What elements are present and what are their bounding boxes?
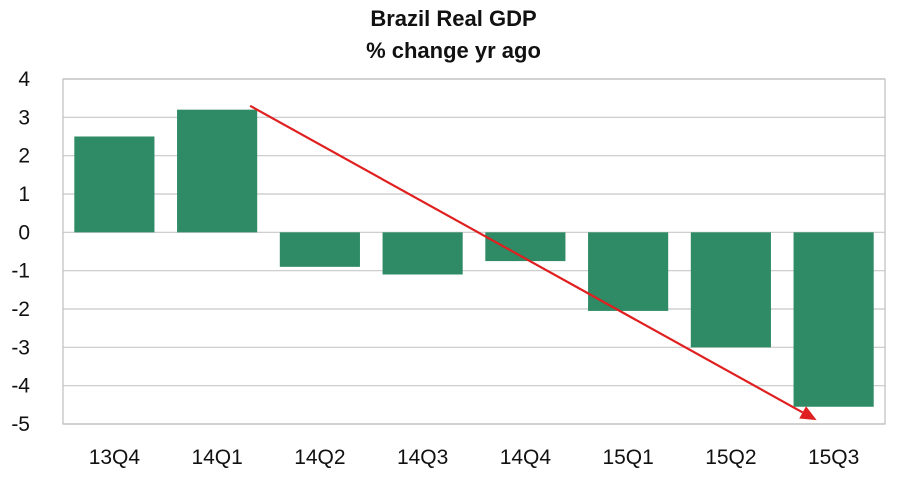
x-tick-label: 14Q3 bbox=[397, 446, 448, 469]
x-tick-label: 15Q1 bbox=[602, 446, 653, 469]
y-tick-label: -3 bbox=[11, 336, 30, 359]
bar-15Q3 bbox=[793, 232, 874, 407]
y-tick-label: -1 bbox=[11, 260, 30, 283]
y-tick-label: 2 bbox=[18, 145, 30, 168]
bar-15Q2 bbox=[690, 232, 771, 348]
plot-area bbox=[62, 78, 886, 425]
y-tick-label: -4 bbox=[11, 375, 30, 398]
y-tick-label: 0 bbox=[18, 221, 30, 244]
x-tick-label: 15Q3 bbox=[808, 446, 859, 469]
chart-title: Brazil Real GDP bbox=[370, 6, 537, 31]
bar-14Q1 bbox=[177, 109, 258, 233]
bar-14Q3 bbox=[382, 232, 463, 275]
bar-13Q4 bbox=[74, 136, 155, 233]
y-tick-label: 1 bbox=[18, 183, 30, 206]
x-tick-label: 14Q4 bbox=[500, 446, 552, 469]
trend-arrow-head bbox=[799, 406, 817, 421]
chart-subtitle: % change yr ago bbox=[366, 38, 541, 63]
y-tick-label: 3 bbox=[18, 106, 30, 129]
y-tick-label: -5 bbox=[11, 413, 30, 436]
bar-14Q4 bbox=[485, 232, 566, 262]
x-tick-label: 15Q2 bbox=[705, 446, 756, 469]
trend-arrow-line bbox=[249, 104, 804, 414]
bar-15Q1 bbox=[588, 232, 669, 311]
y-tick-label: -2 bbox=[11, 298, 30, 321]
x-tick-label: 14Q2 bbox=[294, 446, 345, 469]
y-tick-label: 4 bbox=[18, 68, 30, 91]
x-tick-label: 13Q4 bbox=[89, 446, 141, 469]
bar-14Q2 bbox=[279, 232, 360, 267]
x-tick-label: 14Q1 bbox=[191, 446, 242, 469]
